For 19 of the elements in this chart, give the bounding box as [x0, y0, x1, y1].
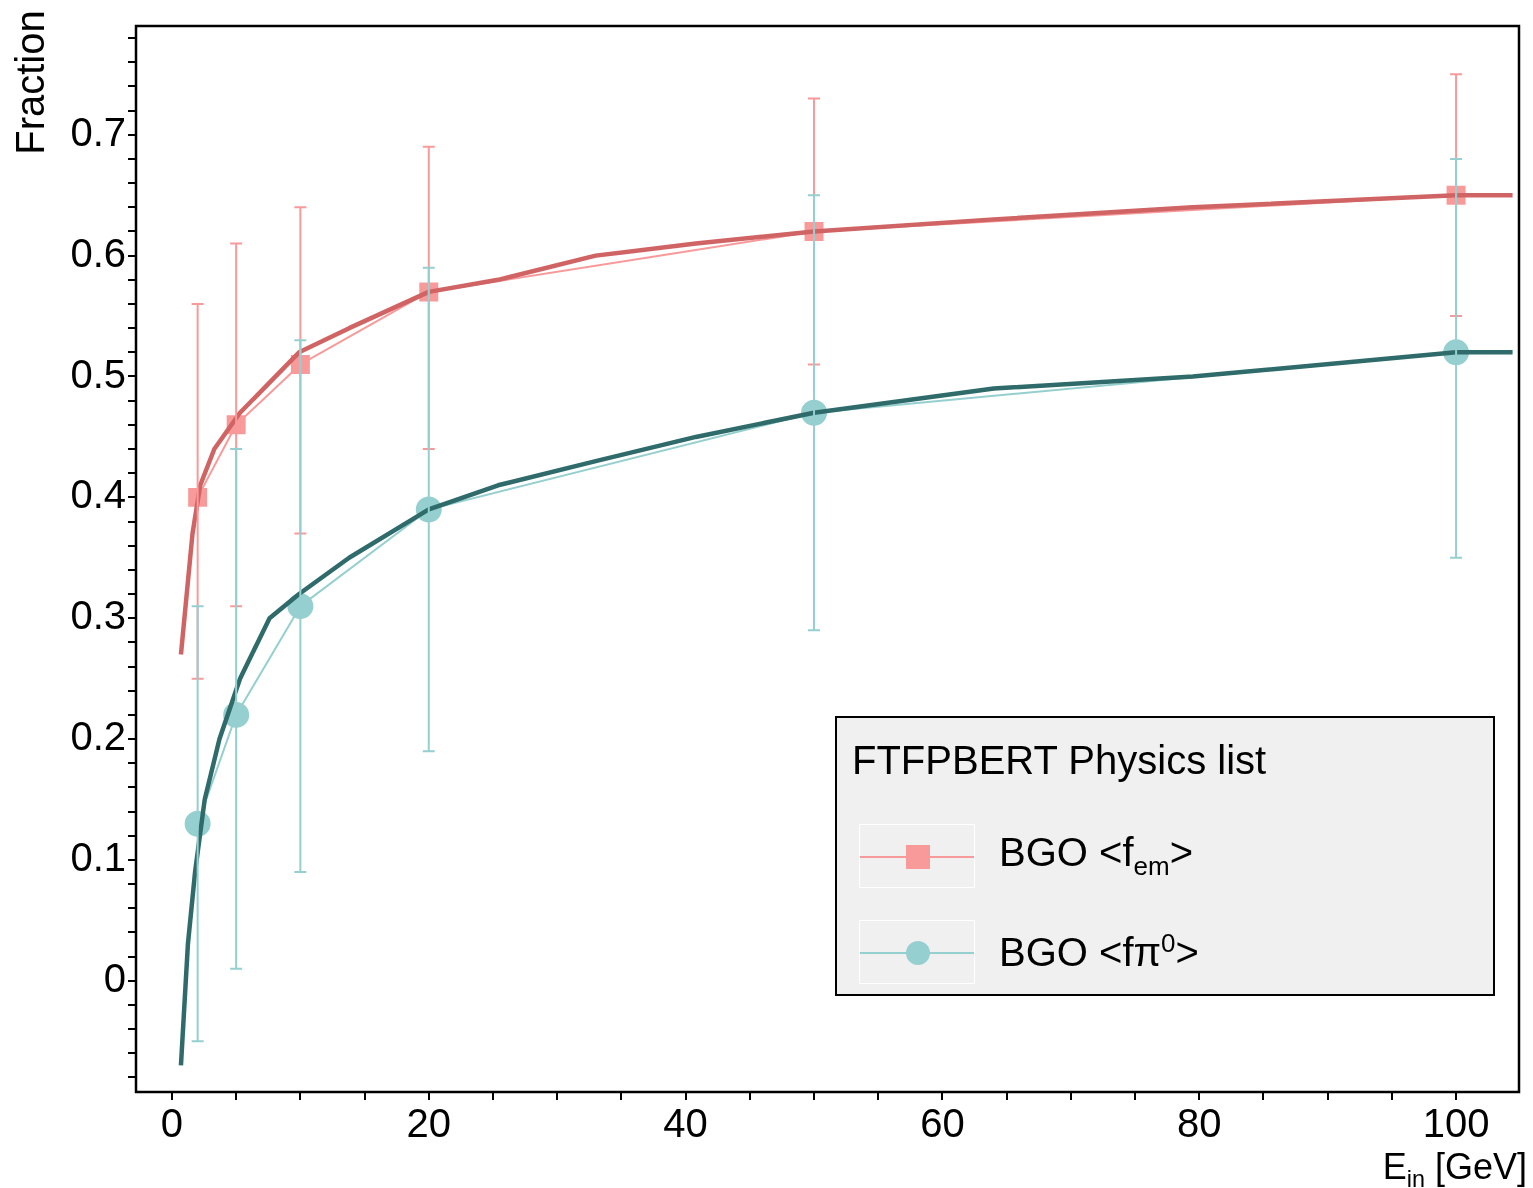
y-tick-label: 0 — [103, 955, 126, 1000]
x-tick-label: 40 — [663, 1101, 708, 1146]
y-tick-label: 0.7 — [70, 109, 126, 154]
y-axis-title: Fraction — [7, 10, 53, 155]
x-tick-label: 0 — [160, 1101, 184, 1146]
x-tick-label: 60 — [920, 1101, 965, 1146]
x-axis-title: E$_{in}$ [GeV] — [1382, 1146, 1527, 1188]
y-tick-label: 0.4 — [70, 472, 126, 517]
y-tick-label: 0.1 — [70, 834, 126, 879]
y-tick-label: 0.6 — [70, 230, 126, 275]
x-tick-label: 20 — [406, 1101, 452, 1146]
legend-label: BGO <fπ$^{0}$> — [999, 928, 1199, 976]
legend-label: BGO <f$_{em}$> — [999, 830, 1193, 882]
legend-title: FTFPBERT Physics list — [852, 738, 1267, 783]
x-tick-label: 100 — [1422, 1101, 1490, 1146]
y-tick-label: 0.3 — [70, 593, 126, 638]
x-tick-label: 80 — [1177, 1101, 1222, 1146]
y-tick-label: 0.2 — [70, 714, 126, 759]
y-tick-label: 0.5 — [70, 351, 126, 396]
